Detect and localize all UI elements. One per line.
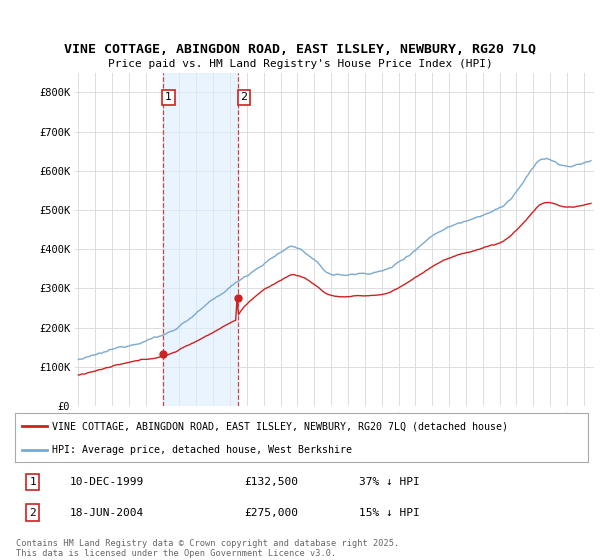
Text: 37% ↓ HPI: 37% ↓ HPI (359, 477, 419, 487)
Text: 2: 2 (241, 92, 247, 102)
Text: 18-JUN-2004: 18-JUN-2004 (70, 507, 143, 517)
Text: 2: 2 (29, 507, 36, 517)
Text: Contains HM Land Registry data © Crown copyright and database right 2025.
This d: Contains HM Land Registry data © Crown c… (16, 539, 400, 558)
Text: VINE COTTAGE, ABINGDON ROAD, EAST ILSLEY, NEWBURY, RG20 7LQ: VINE COTTAGE, ABINGDON ROAD, EAST ILSLEY… (64, 43, 536, 56)
Text: £132,500: £132,500 (244, 477, 298, 487)
Text: 10-DEC-1999: 10-DEC-1999 (70, 477, 143, 487)
Text: HPI: Average price, detached house, West Berkshire: HPI: Average price, detached house, West… (52, 445, 352, 455)
Text: 1: 1 (165, 92, 172, 102)
Text: VINE COTTAGE, ABINGDON ROAD, EAST ILSLEY, NEWBURY, RG20 7LQ (detached house): VINE COTTAGE, ABINGDON ROAD, EAST ILSLEY… (52, 421, 508, 431)
Text: 15% ↓ HPI: 15% ↓ HPI (359, 507, 419, 517)
Text: Price paid vs. HM Land Registry's House Price Index (HPI): Price paid vs. HM Land Registry's House … (107, 59, 493, 69)
Text: £275,000: £275,000 (244, 507, 298, 517)
Text: 1: 1 (29, 477, 36, 487)
Bar (163, 73, 238, 406)
